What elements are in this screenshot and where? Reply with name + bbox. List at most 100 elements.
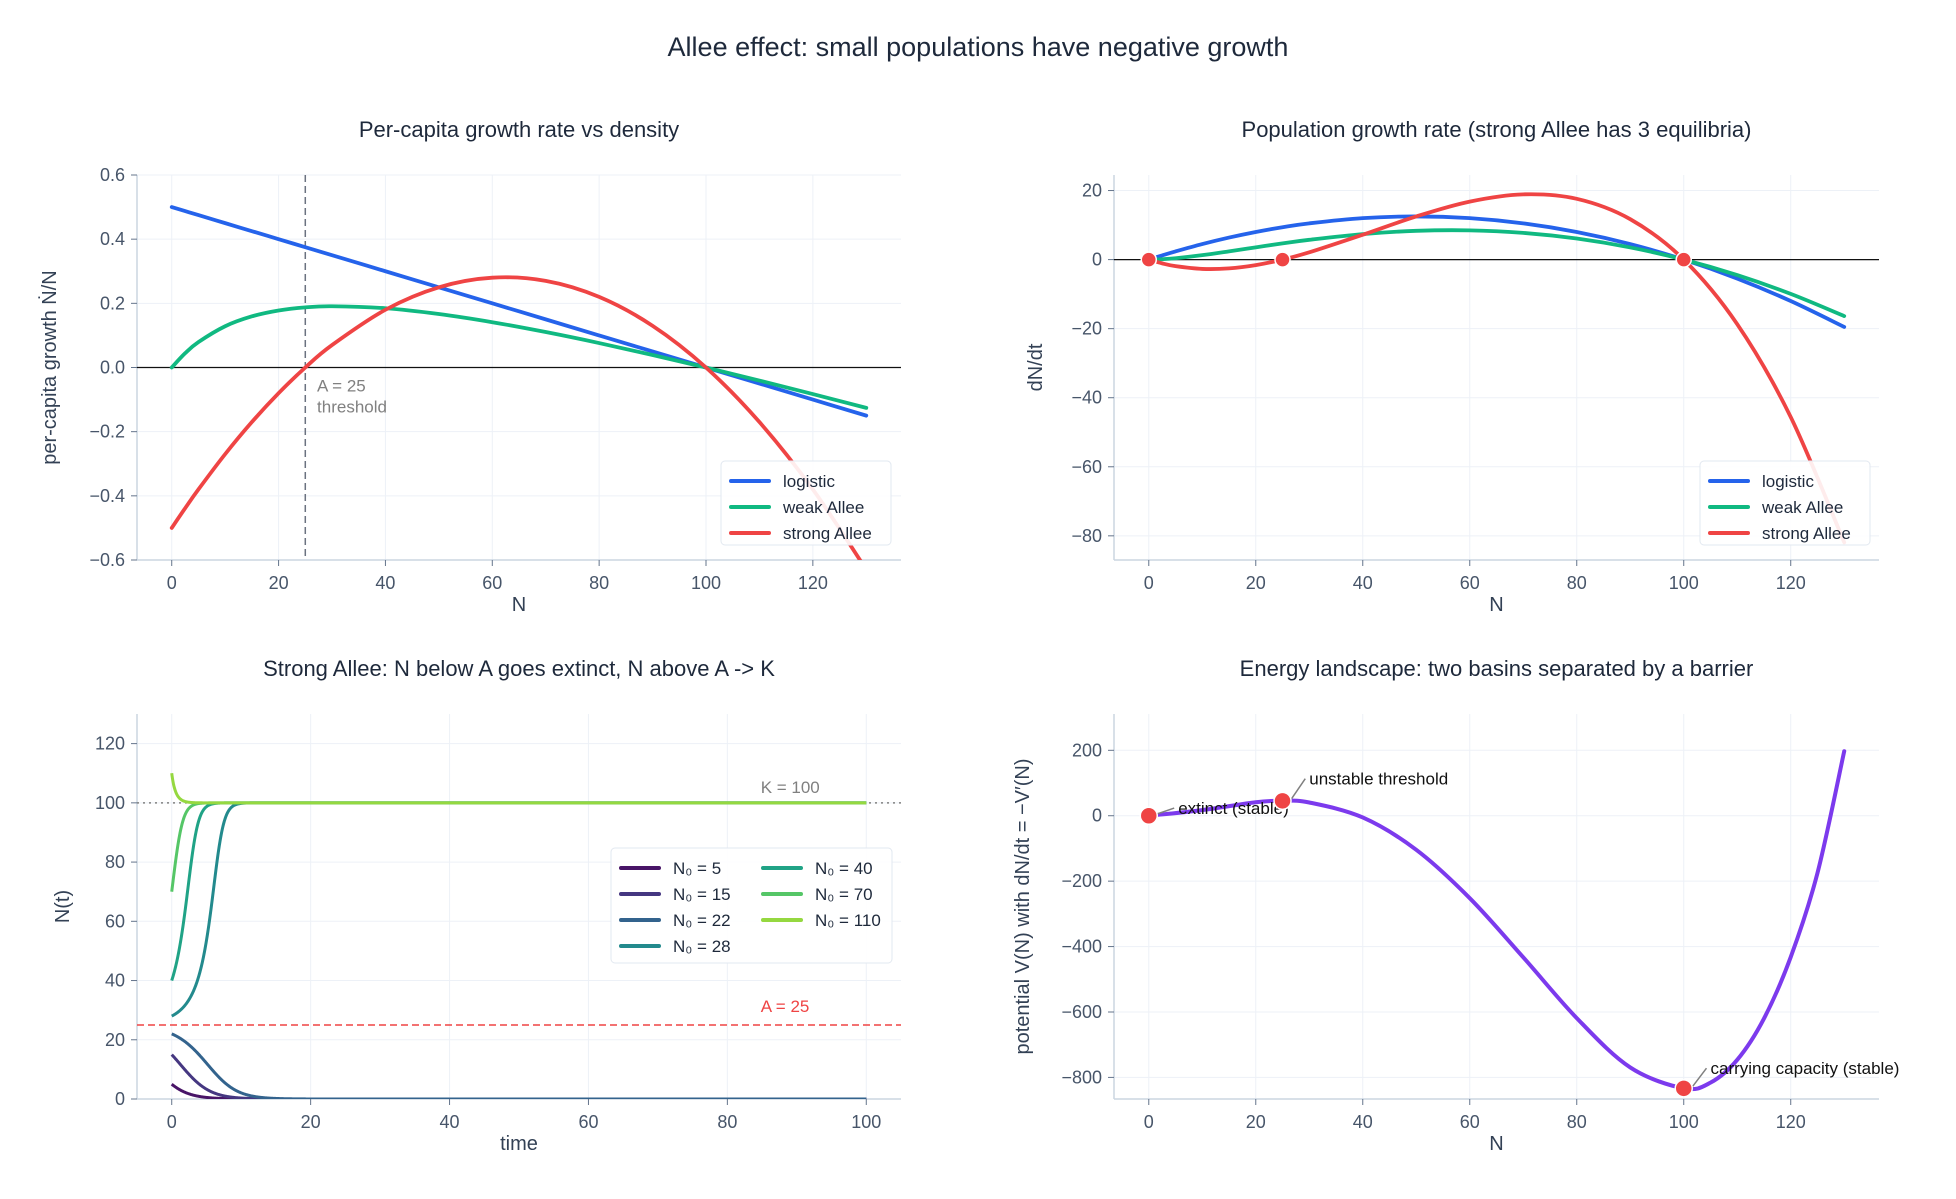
x-tick-label: 80 — [1567, 573, 1587, 593]
x-tick-label: 60 — [1460, 573, 1480, 593]
y-tick-label: 60 — [105, 911, 125, 931]
trajectory-n0-5 — [170, 1082, 867, 1099]
trajectory-n0-15 — [170, 1053, 867, 1099]
line-strong-allee — [169, 275, 863, 560]
x-tick-label: 80 — [1567, 1112, 1587, 1132]
x-tick-label: 0 — [167, 1112, 177, 1132]
x-tick-label: 0 — [1144, 573, 1154, 593]
x-tick-label: 120 — [798, 573, 828, 593]
y-tick-label: 100 — [95, 793, 125, 813]
y-tick-label: −800 — [1061, 1067, 1102, 1087]
y-tick-label: −80 — [1071, 526, 1102, 546]
x-tick-label: 100 — [851, 1112, 881, 1132]
y-tick-label: 0 — [115, 1089, 125, 1109]
legend-label: strong Allee — [1762, 524, 1851, 543]
x-axis-label: time — [500, 1133, 538, 1155]
y-tick-label: −20 — [1071, 319, 1102, 339]
x-tick-label: 40 — [1353, 1112, 1373, 1132]
subplot-title: Per-capita growth rate vs density — [359, 117, 679, 142]
plot-area — [137, 175, 901, 560]
y-tick-label: 20 — [105, 1030, 125, 1050]
x-axis-label: N — [512, 594, 526, 616]
annotation-label: carrying capacity (stable) — [1710, 1059, 1899, 1078]
y-tick-label: 20 — [1082, 181, 1102, 201]
subplot-3: 0 20 40 60 80 100 0 20 40 60 80 100 120 Strong Allee:… — [52, 656, 901, 1155]
legend: logistic weak Allee strong Allee — [720, 460, 892, 546]
subplot-title: Energy landscape: two basins separated b… — [1240, 656, 1754, 681]
equilibrium-point — [1140, 251, 1158, 268]
equilibrium-point — [1674, 1079, 1693, 1098]
annotation-label: unstable threshold — [1309, 770, 1448, 789]
y-tick-label: 0 — [1092, 806, 1102, 826]
x-tick-label: 80 — [717, 1112, 737, 1132]
y-tick-label: 0.0 — [100, 358, 125, 378]
trajectory-n0-22 — [170, 1032, 867, 1099]
legend-label: logistic — [1762, 472, 1814, 491]
x-axis-label: N — [1489, 1133, 1503, 1155]
x-tick-label: 120 — [1776, 1112, 1806, 1132]
carrying-capacity-label: K = 100 — [761, 778, 820, 797]
x-tick-label: 40 — [1353, 573, 1373, 593]
legend-label: N₀ = 28 — [673, 937, 731, 956]
y-tick-label: −40 — [1071, 388, 1102, 408]
y-tick-label: −400 — [1061, 937, 1102, 957]
legend-label: N₀ = 40 — [815, 859, 873, 878]
x-tick-label: 0 — [1144, 1112, 1154, 1132]
equilibrium-point — [1273, 791, 1292, 811]
equilibrium-point — [1274, 251, 1291, 268]
x-tick-label: 40 — [440, 1112, 460, 1132]
legend-label: N₀ = 22 — [673, 911, 731, 930]
equilibrium-point — [1139, 806, 1159, 825]
line-strong-allee — [1146, 192, 1847, 545]
threshold-sublabel: threshold — [317, 397, 387, 416]
x-tick-label: 20 — [301, 1112, 321, 1132]
x-tick-label: 80 — [589, 573, 609, 593]
x-tick-label: 120 — [1776, 573, 1806, 593]
x-tick-label: 60 — [1460, 1112, 1480, 1132]
annotation-arrow — [1290, 778, 1306, 800]
y-axis-label: dN/dt — [1025, 343, 1047, 391]
legend-label: weak Allee — [782, 498, 864, 517]
line-weak-allee — [1146, 228, 1847, 318]
legend-label: strong Allee — [783, 524, 872, 543]
legend-label: N₀ = 110 — [815, 911, 881, 930]
subplot-title: Strong Allee: N below A goes extinct, N … — [263, 656, 775, 681]
x-tick-label: 100 — [1669, 1112, 1699, 1132]
x-axis-label: N — [1489, 594, 1503, 616]
subplot-1: 0 20 40 60 80 100 120 −0.6 −0.4 −0.2 0.0 0.2 0.4 0.6 P… — [38, 117, 901, 616]
y-axis-label: potential V(N) with dN/dt = −V′(N) — [1012, 758, 1034, 1054]
allee-threshold-label: A = 25 — [761, 997, 810, 1016]
trajectory-n0-110 — [170, 773, 867, 805]
y-tick-label: −200 — [1061, 871, 1102, 891]
y-tick-label: 120 — [95, 734, 125, 754]
y-tick-label: 0 — [1092, 250, 1102, 270]
x-tick-label: 20 — [269, 573, 289, 593]
annotation-arrow — [1157, 807, 1175, 815]
x-tick-label: 0 — [167, 573, 177, 593]
x-tick-label: 20 — [1246, 1112, 1266, 1132]
threshold-label: A = 25 — [317, 377, 366, 396]
y-tick-label: 0.2 — [100, 293, 125, 313]
y-tick-label: −0.6 — [89, 550, 125, 570]
x-tick-label: 60 — [482, 573, 502, 593]
y-tick-label: −0.4 — [89, 486, 125, 506]
legend-label: N₀ = 5 — [673, 859, 721, 878]
y-axis-label: N(t) — [52, 890, 74, 923]
equilibrium-point — [1675, 251, 1692, 268]
figure-title: Allee effect: small populations have neg… — [667, 32, 1289, 62]
x-tick-label: 100 — [1669, 573, 1699, 593]
y-axis-label: per-capita growth Ṅ/N — [38, 270, 61, 465]
y-tick-label: 0.4 — [100, 229, 125, 249]
legend-label: N₀ = 70 — [815, 885, 873, 904]
y-tick-label: −0.2 — [89, 422, 125, 442]
y-tick-label: −600 — [1061, 1002, 1102, 1022]
legend-frame — [610, 847, 893, 964]
y-tick-label: 40 — [105, 971, 125, 991]
y-tick-label: −60 — [1071, 457, 1102, 477]
line-weak-allee — [169, 304, 869, 410]
annotation-arrow — [1692, 1067, 1708, 1087]
x-tick-label: 100 — [691, 573, 721, 593]
annotation-label: extinct (stable) — [1178, 799, 1289, 818]
subplot-4: 0 20 40 60 80 100 120 −800 −600 −400 −200 0 200 Energ… — [1012, 656, 1899, 1155]
